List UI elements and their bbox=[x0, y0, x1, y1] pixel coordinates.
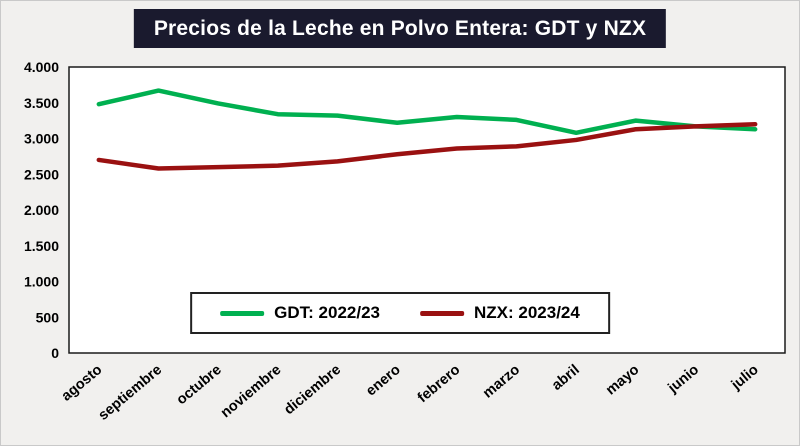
x-tick-label: noviembre bbox=[218, 362, 284, 421]
legend-label-gdt: GDT: 2022/23 bbox=[274, 303, 380, 322]
legend-item-gdt: GDT: 2022/23 bbox=[220, 303, 380, 323]
nzx-line-swatch bbox=[420, 310, 464, 316]
y-tick-label: 500 bbox=[36, 309, 60, 325]
chart-title: Precios de la Leche en Polvo Entera: GDT… bbox=[133, 9, 667, 49]
nzx-line bbox=[96, 121, 758, 171]
x-tick-label: marzo bbox=[480, 362, 523, 402]
gdt-line-swatch bbox=[220, 310, 265, 316]
gdt-line bbox=[96, 88, 758, 136]
x-tick-label: octubre bbox=[174, 362, 225, 408]
y-tick-label: 1.000 bbox=[24, 274, 59, 290]
x-tick-label: febrero bbox=[415, 362, 464, 406]
chart-legend: GDT: 2022/23 NZX: 2023/24 bbox=[190, 292, 610, 334]
y-tick-label: 1.500 bbox=[24, 238, 59, 254]
y-tick-label: 3.000 bbox=[24, 131, 59, 147]
y-tick-label: 4.000 bbox=[24, 59, 59, 75]
x-tick-label: septiembre bbox=[96, 362, 166, 424]
x-tick-label: junio bbox=[664, 362, 702, 397]
x-tick-label: mayo bbox=[603, 362, 642, 399]
y-tick-label: 3.500 bbox=[24, 95, 59, 111]
y-tick-label: 2.000 bbox=[24, 202, 59, 218]
legend-item-nzx: NZX: 2023/24 bbox=[420, 303, 580, 323]
y-tick-label: 2.500 bbox=[24, 166, 59, 182]
x-tick-label: enero bbox=[363, 362, 404, 400]
legend-label-nzx: NZX: 2023/24 bbox=[474, 303, 580, 322]
x-tick-label: abril bbox=[549, 362, 583, 394]
x-tick-label: julio bbox=[728, 362, 762, 394]
x-tick-label: agosto bbox=[59, 362, 106, 405]
x-tick-label: diciembre bbox=[281, 362, 344, 418]
y-tick-label: 0 bbox=[51, 345, 59, 361]
